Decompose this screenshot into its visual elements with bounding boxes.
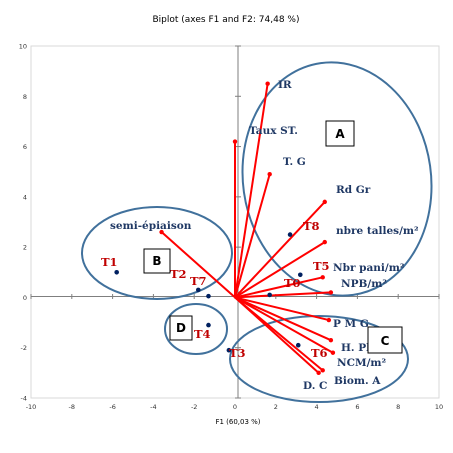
group-box-b-frame bbox=[143, 248, 171, 274]
group-label-a: A bbox=[335, 127, 345, 141]
var-label-hpl: H. Pl bbox=[341, 342, 370, 354]
var-label-tg: T. G bbox=[283, 156, 306, 168]
var-label-semi-epiaison: semi-épiaison bbox=[110, 220, 192, 232]
variable-vector-tip bbox=[328, 337, 334, 343]
var-label-ir: IR bbox=[278, 79, 292, 91]
x-tick-label: -10 bbox=[26, 403, 37, 411]
observation-point bbox=[114, 269, 119, 275]
observation-point bbox=[297, 272, 303, 278]
variable-vectors bbox=[159, 81, 336, 376]
variable-vector-tip bbox=[322, 199, 327, 205]
var-label-biom-a: Biom. A bbox=[334, 375, 381, 387]
var-label-nbre-talles: nbre talles/m² bbox=[336, 225, 419, 237]
variable-vector bbox=[234, 276, 323, 299]
obs-label-t2: T2 bbox=[170, 267, 187, 281]
x-tick-label: 8 bbox=[396, 403, 400, 411]
variable-vector-tip bbox=[265, 81, 270, 86]
obs-label-t5: T5 bbox=[313, 259, 330, 273]
obs-label-t1: T1 bbox=[101, 255, 118, 269]
variable-vector bbox=[160, 231, 236, 299]
y-tick-label: 6 bbox=[23, 143, 27, 151]
observation-point bbox=[206, 293, 211, 299]
y-tick-label: 10 bbox=[19, 43, 27, 51]
group-ellipse-d bbox=[164, 303, 228, 355]
x-tick-label: 10 bbox=[435, 403, 443, 411]
x-tick-label: -4 bbox=[150, 403, 156, 411]
group-ellipse-b bbox=[81, 206, 233, 300]
y-tick-label: 2 bbox=[23, 244, 27, 252]
variable-vector-tip bbox=[320, 275, 325, 280]
variable-vector bbox=[234, 296, 320, 374]
x-tick-label: -6 bbox=[109, 403, 115, 411]
variable-vector-tip bbox=[328, 290, 334, 295]
obs-label-t6: T6 bbox=[311, 346, 328, 360]
var-label-taux-st: Taux ST. bbox=[249, 125, 298, 137]
variable-vector-tip bbox=[232, 139, 238, 144]
variable-vector bbox=[234, 296, 334, 354]
y-tick-label: 4 bbox=[23, 193, 27, 201]
group-box-c: C bbox=[367, 326, 403, 354]
group-box-b: B bbox=[143, 248, 171, 274]
observation-point bbox=[287, 232, 293, 237]
var-label-rd-gr: Rd Gr bbox=[336, 184, 371, 196]
var-label-npb: NPB/m² bbox=[341, 278, 387, 290]
x-tick-label: -2 bbox=[191, 403, 197, 411]
group-box-a-frame bbox=[325, 120, 355, 147]
var-label-dc: D. C bbox=[303, 380, 327, 392]
x-tick-label: 6 bbox=[355, 403, 359, 411]
observation-point bbox=[226, 347, 232, 353]
group-label-b: B bbox=[152, 254, 161, 268]
variable-vector-tip bbox=[326, 317, 332, 323]
variable-vector-tip bbox=[320, 368, 325, 373]
observation-point bbox=[195, 287, 201, 293]
group-box-a: A bbox=[325, 120, 355, 147]
obs-label-t0: T0 bbox=[284, 276, 301, 290]
chart-title: Biplot (axes F1 and F2: 74,48 %) bbox=[153, 15, 300, 25]
observation-point bbox=[267, 292, 272, 298]
variable-vector-tip bbox=[316, 370, 321, 376]
x-tick-label: -8 bbox=[69, 403, 75, 411]
y-tick-label: 8 bbox=[23, 93, 27, 101]
variable-vector bbox=[234, 296, 332, 342]
x-tick-label: 0 bbox=[233, 403, 237, 411]
group-label-d: D bbox=[176, 321, 186, 335]
x-tick-label: 4 bbox=[315, 403, 319, 411]
y-tick-label: -2 bbox=[21, 344, 27, 352]
variable-vector bbox=[234, 241, 326, 299]
group-ellipse-c bbox=[229, 315, 409, 403]
y-tick-label: -4 bbox=[21, 395, 27, 403]
observation-point bbox=[295, 342, 301, 348]
variable-vector bbox=[234, 173, 271, 298]
group-box-d: D bbox=[169, 315, 193, 341]
var-label-nbr-pani: Nbr pani/m² bbox=[333, 262, 405, 274]
observation-point bbox=[206, 322, 211, 328]
observation-points bbox=[114, 232, 303, 353]
variable-vector-tip bbox=[322, 239, 327, 245]
obs-label-t3: T3 bbox=[229, 346, 246, 360]
var-label-ncm: NCM/m² bbox=[337, 357, 387, 369]
group-box-c-frame bbox=[367, 326, 403, 354]
variable-vector bbox=[234, 201, 326, 299]
group-box-d-frame bbox=[169, 315, 193, 341]
obs-label-t7: T7 bbox=[190, 274, 207, 288]
variable-vector-tip bbox=[330, 350, 336, 355]
x-tick-label: 2 bbox=[274, 403, 278, 411]
group-label-c: C bbox=[381, 334, 390, 348]
y-tick-label: 0 bbox=[23, 294, 27, 302]
variable-vector bbox=[234, 83, 269, 298]
variable-vector bbox=[234, 291, 331, 299]
variable-vector-tip bbox=[267, 172, 272, 177]
variable-vector bbox=[234, 296, 330, 322]
group-ellipse-a bbox=[241, 61, 433, 297]
obs-label-t8: T8 bbox=[303, 219, 320, 233]
var-label-pmg: P M G bbox=[333, 318, 369, 330]
variable-vector-tip bbox=[159, 229, 164, 235]
obs-label-t4: T4 bbox=[194, 327, 211, 341]
x-axis-title: F1 (60,03 %) bbox=[215, 418, 260, 426]
